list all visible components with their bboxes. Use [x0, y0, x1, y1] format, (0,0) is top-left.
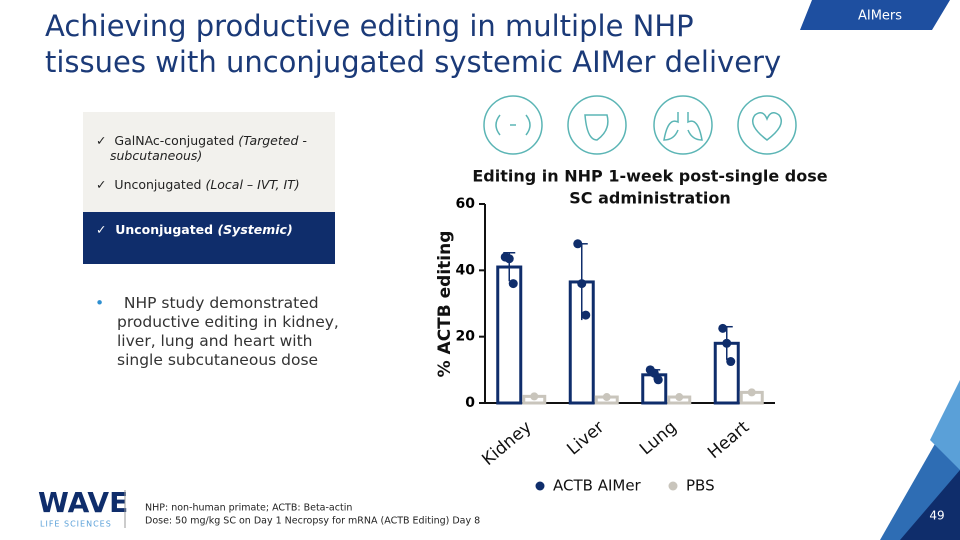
legend-label: ACTB AIMer	[553, 477, 642, 495]
data-point	[577, 279, 587, 289]
check-item: ✓ Unconjugated (Systemic)	[96, 222, 293, 237]
chart: Editing in NHP 1-week post-single dose SC…	[435, 167, 828, 495]
panel	[83, 112, 335, 212]
x-tick-label: Heart	[704, 417, 753, 463]
bullet: • NHP study demonstrated productive edit…	[95, 294, 339, 369]
check-text: GalNAc-conjugated	[114, 133, 235, 148]
y-tick-label: 40	[456, 262, 476, 278]
title-line: tissues with unconjugated systemic AIMer…	[45, 45, 782, 79]
panel-highlight	[83, 212, 335, 264]
y-tick-label: 60	[456, 196, 476, 212]
bullet-text: NHP study demonstrated productive editin…	[117, 294, 339, 369]
data-point	[602, 393, 611, 402]
y-tick-label: 20	[456, 329, 476, 345]
bar	[496, 265, 523, 405]
data-point	[718, 323, 728, 333]
legend-marker	[535, 481, 545, 491]
data-point	[530, 392, 539, 401]
data-point	[722, 338, 732, 348]
data-point	[675, 393, 684, 402]
check-text: Unconjugated	[114, 177, 202, 192]
y-tick-label: 0	[465, 395, 475, 411]
x-tick-label: Lung	[636, 417, 681, 459]
decor	[900, 470, 960, 540]
check-note: (Systemic)	[217, 222, 293, 237]
chart-title: SC administration	[569, 189, 731, 208]
logo-sub: LIFE SCIENCES	[40, 520, 112, 529]
footnote: Dose: 50 mg/kg SC on Day 1 Necropsy for …	[145, 516, 480, 527]
checklist: ✓ GalNAc-conjugated (Targeted - subcutan…	[96, 133, 321, 237]
data-point	[581, 310, 591, 320]
data-point	[649, 368, 659, 378]
check-note: (Local – IVT, IT)	[205, 177, 300, 192]
check-item: ✓ Unconjugated (Local – IVT, IT)	[96, 177, 300, 192]
data-point	[653, 375, 663, 385]
chart-title: Editing in NHP 1-week post-single dose	[472, 167, 827, 186]
data-point	[508, 279, 518, 289]
check-item: ✓ GalNAc-conjugated (Targeted - subcutan…	[96, 133, 307, 163]
legend-label: PBS	[686, 477, 715, 495]
title: Achieving productive editing in multiple…	[45, 8, 781, 80]
y-axis-label: % ACTB editing	[435, 231, 455, 378]
x-tick-label: Kidney	[478, 417, 535, 470]
data-point	[504, 254, 514, 264]
check-text: Unconjugated	[115, 222, 214, 237]
footnote: NHP: non-human primate; ACTB: Beta-actin	[145, 503, 352, 514]
data-point	[573, 239, 583, 249]
tag: AIMers	[858, 9, 902, 24]
data-point	[726, 357, 736, 367]
check-note: (Targeted - subcutaneous)	[110, 133, 307, 163]
page-number: 49	[929, 509, 944, 523]
logo: WAVE	[38, 486, 128, 519]
tag-bg	[800, 0, 950, 30]
organ-icons	[483, 95, 797, 155]
x-tick-label: Liver	[563, 417, 608, 459]
legend-marker	[668, 481, 678, 491]
title-line: Achieving productive editing in multiple…	[45, 9, 694, 43]
decor	[930, 380, 960, 470]
data-point	[747, 388, 756, 397]
